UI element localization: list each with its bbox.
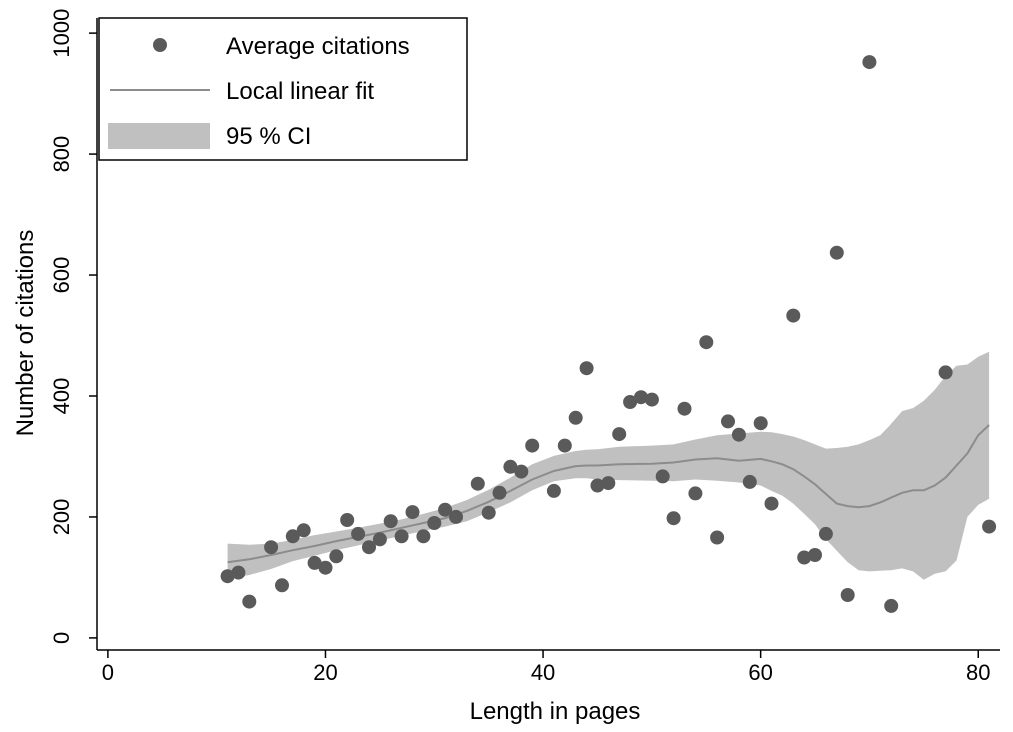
x-axis-title: Length in pages — [470, 698, 641, 725]
data-point — [829, 245, 844, 260]
data-point — [242, 594, 257, 609]
data-point — [296, 523, 311, 538]
y-tick-label: 200 — [49, 499, 74, 536]
data-point — [721, 414, 735, 429]
data-point — [797, 550, 812, 565]
data-point — [601, 476, 616, 491]
data-point — [220, 569, 235, 584]
data-point — [351, 526, 366, 541]
data-point — [612, 427, 627, 442]
data-point — [416, 529, 431, 544]
data-point — [275, 578, 289, 593]
data-point — [470, 476, 485, 491]
data-point — [285, 529, 300, 544]
data-point — [492, 485, 507, 500]
data-point — [394, 529, 409, 544]
legend-swatch-95-ci — [108, 123, 210, 149]
data-point — [514, 464, 529, 479]
data-point — [546, 483, 561, 498]
data-point — [383, 514, 398, 529]
data-point — [710, 530, 725, 545]
data-point — [677, 401, 692, 416]
data-point — [655, 469, 670, 484]
x-tick-label: 40 — [531, 660, 555, 685]
data-point — [557, 438, 572, 453]
data-point — [731, 427, 746, 442]
data-point — [818, 526, 833, 541]
data-point — [786, 308, 801, 323]
legend: Average citations Local linear fit 95 % … — [98, 17, 468, 161]
data-point — [405, 505, 420, 520]
data-point — [884, 598, 899, 613]
data-point — [372, 532, 387, 547]
x-tick-label: 60 — [748, 660, 772, 685]
data-point — [590, 478, 605, 493]
data-point — [808, 548, 822, 562]
y-tick-label: 0 — [49, 632, 74, 644]
data-point — [840, 588, 855, 602]
scatter-points-layer — [220, 55, 997, 613]
data-point — [634, 390, 648, 405]
data-point — [231, 565, 246, 580]
data-point — [307, 555, 322, 570]
data-point — [699, 335, 714, 350]
data-point — [362, 540, 376, 555]
y-axis-title: Number of citations — [12, 230, 39, 437]
data-point — [503, 459, 518, 474]
data-point — [427, 516, 442, 530]
fit-line — [227, 424, 990, 564]
fit-line-layer — [227, 424, 990, 564]
data-point — [666, 511, 681, 526]
y-tick-label: 400 — [49, 378, 74, 415]
data-point — [438, 502, 453, 517]
x-tick-label: 80 — [966, 660, 990, 685]
data-point — [449, 509, 463, 524]
data-point — [318, 560, 333, 575]
data-point — [644, 392, 659, 407]
legend-label-95-ci: 95 % CI — [226, 123, 311, 150]
x-tick-label: 0 — [102, 660, 114, 685]
data-point — [688, 486, 703, 501]
data-point — [481, 505, 496, 520]
data-point — [579, 361, 594, 376]
legend-label-local-linear-fit: Local linear fit — [226, 78, 374, 105]
data-point — [764, 496, 779, 511]
legend-marker-average-citations — [153, 38, 167, 52]
data-point — [623, 395, 638, 409]
legend-label-average-citations: Average citations — [226, 33, 410, 60]
y-tick-label: 600 — [49, 257, 74, 294]
y-tick-label: 1000 — [49, 9, 74, 58]
x-tick-label: 20 — [313, 660, 337, 685]
data-point — [862, 55, 877, 70]
data-point — [264, 540, 279, 555]
data-point — [525, 438, 540, 453]
y-tick-label: 800 — [49, 136, 74, 173]
data-point — [938, 365, 953, 380]
data-point — [329, 549, 344, 564]
data-point — [340, 513, 355, 527]
data-point — [568, 410, 583, 425]
data-point — [753, 416, 768, 431]
data-point — [982, 519, 997, 534]
data-point — [742, 474, 757, 489]
